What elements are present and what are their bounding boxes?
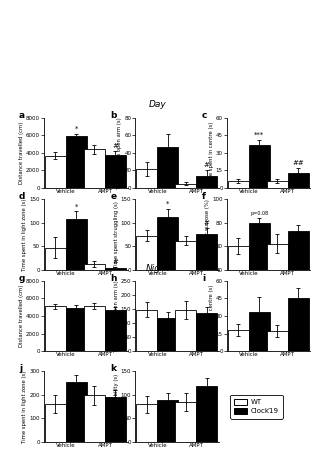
Bar xyxy=(175,183,196,188)
Bar xyxy=(136,404,157,442)
Text: b: b xyxy=(111,111,117,120)
Text: #: # xyxy=(204,220,210,226)
Bar xyxy=(196,234,217,270)
Bar xyxy=(84,264,105,270)
Bar xyxy=(66,219,87,270)
Text: e: e xyxy=(111,192,117,201)
Bar xyxy=(105,154,126,188)
Bar xyxy=(84,149,105,188)
Y-axis label: Time spent struggling (s): Time spent struggling (s) xyxy=(114,201,119,268)
Text: *: * xyxy=(75,203,78,209)
Bar xyxy=(196,313,217,351)
Y-axis label: Latency to immobility (s): Latency to immobility (s) xyxy=(114,373,119,440)
Bar xyxy=(105,396,126,442)
Text: *: * xyxy=(75,126,78,132)
Bar xyxy=(227,246,249,316)
Bar xyxy=(157,217,178,270)
Y-axis label: Time spent in open arm (s): Time spent in open arm (s) xyxy=(114,280,119,352)
Bar xyxy=(136,236,157,270)
Text: *: * xyxy=(166,201,169,207)
Bar xyxy=(227,330,249,351)
Bar xyxy=(157,147,178,188)
Text: ##: ## xyxy=(292,160,304,166)
Bar xyxy=(266,331,288,351)
Text: #: # xyxy=(112,259,118,265)
Bar xyxy=(288,299,309,351)
Text: h: h xyxy=(111,274,117,283)
Bar xyxy=(66,136,87,188)
Text: j: j xyxy=(19,364,22,373)
Bar xyxy=(175,310,196,351)
Bar xyxy=(45,306,66,351)
Text: a: a xyxy=(19,111,25,120)
Bar xyxy=(136,169,157,188)
Y-axis label: Time spent in light zone (s): Time spent in light zone (s) xyxy=(22,371,27,443)
Bar xyxy=(157,400,178,442)
Text: k: k xyxy=(111,364,117,373)
Bar xyxy=(249,223,270,316)
Bar xyxy=(45,247,66,270)
Bar xyxy=(266,181,288,188)
Bar xyxy=(136,309,157,351)
Bar xyxy=(249,145,270,188)
Bar xyxy=(266,244,288,316)
Y-axis label: Time spent in open arm (s): Time spent in open arm (s) xyxy=(117,117,122,189)
Bar xyxy=(288,173,309,188)
Text: Night: Night xyxy=(146,264,169,273)
Y-axis label: Time spent in centre (s): Time spent in centre (s) xyxy=(209,284,214,347)
Bar xyxy=(45,155,66,188)
Legend: WT, Clock̕19: WT, Clock̕19 xyxy=(230,395,283,419)
Text: Day: Day xyxy=(149,100,166,109)
Text: f: f xyxy=(202,192,206,201)
Bar xyxy=(105,268,126,270)
Bar xyxy=(249,313,270,351)
Bar xyxy=(84,395,105,442)
Bar xyxy=(157,318,178,351)
Bar xyxy=(196,386,217,442)
Bar xyxy=(196,176,217,188)
Text: ***: *** xyxy=(254,132,264,138)
Bar xyxy=(66,382,87,442)
Y-axis label: Time spent in light zone (s): Time spent in light zone (s) xyxy=(22,198,27,270)
Text: c: c xyxy=(202,111,207,120)
Bar xyxy=(288,231,309,316)
Bar xyxy=(227,181,249,188)
Bar xyxy=(66,308,87,351)
Bar xyxy=(45,404,66,442)
Y-axis label: Time spent in centre (s): Time spent in centre (s) xyxy=(209,121,214,184)
Bar xyxy=(105,310,126,351)
Y-axis label: Preference for sucrose (%): Preference for sucrose (%) xyxy=(205,199,210,270)
Text: p=0.08: p=0.08 xyxy=(250,211,268,216)
Y-axis label: Distance travelled (cm): Distance travelled (cm) xyxy=(19,285,24,347)
Bar xyxy=(175,241,196,270)
Text: #: # xyxy=(112,143,118,149)
Text: d: d xyxy=(19,192,26,201)
Text: #: # xyxy=(204,162,210,169)
Text: g: g xyxy=(19,274,26,283)
Text: i: i xyxy=(202,274,205,283)
Y-axis label: Distance travelled (cm): Distance travelled (cm) xyxy=(19,122,24,184)
Bar xyxy=(175,402,196,442)
Bar xyxy=(84,306,105,351)
